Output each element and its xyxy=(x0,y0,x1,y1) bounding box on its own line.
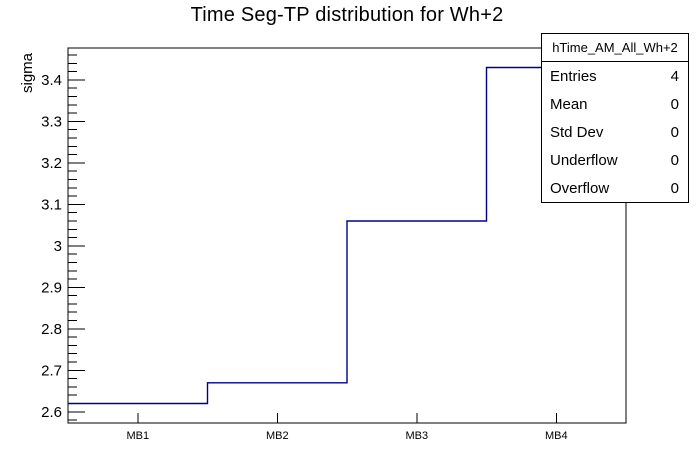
y-tick-label: 3.2 xyxy=(41,155,62,172)
y-tick-label: 2.6 xyxy=(41,404,62,421)
y-tick-label: 2.9 xyxy=(41,279,62,296)
x-tick-label: MB1 xyxy=(126,430,149,442)
x-tick-label: MB2 xyxy=(266,430,289,442)
stats-value: 4 xyxy=(670,67,679,85)
stats-label: Underflow xyxy=(550,151,618,169)
x-tick-label: MB4 xyxy=(545,430,568,442)
x-tick-label: MB3 xyxy=(405,430,428,442)
stats-value: 0 xyxy=(670,151,679,169)
stats-row-underflow: Underflow 0 xyxy=(542,146,688,174)
stats-value: 0 xyxy=(670,179,679,197)
stats-label: Std Dev xyxy=(550,123,604,141)
stats-label: Entries xyxy=(550,67,597,85)
stats-value: 0 xyxy=(670,123,679,141)
y-tick-label: 2.7 xyxy=(41,362,62,379)
stats-label: Mean xyxy=(550,95,588,113)
stats-box: hTime_AM_All_Wh+2 Entries 4 Mean 0 Std D… xyxy=(541,33,689,203)
y-tick-label: 3.3 xyxy=(41,113,62,130)
histogram-step-line xyxy=(68,66,626,405)
stats-box-title: hTime_AM_All_Wh+2 xyxy=(542,34,688,62)
chart-frame xyxy=(67,47,627,424)
stats-row-stddev: Std Dev 0 xyxy=(542,118,688,146)
stats-row-entries: Entries 4 xyxy=(542,62,688,90)
stats-value: 0 xyxy=(670,95,679,113)
stats-row-overflow: Overflow 0 xyxy=(542,174,688,202)
y-tick-label: 3 xyxy=(54,238,62,255)
y-tick-label: 3.4 xyxy=(41,72,62,89)
plot-title: Time Seg-TP distribution for Wh+2 xyxy=(190,4,504,26)
stats-row-mean: Mean 0 xyxy=(542,90,688,118)
y-tick-label: 2.8 xyxy=(41,321,62,338)
stats-label: Overflow xyxy=(550,179,610,197)
y-tick-label: 3.1 xyxy=(41,196,62,213)
